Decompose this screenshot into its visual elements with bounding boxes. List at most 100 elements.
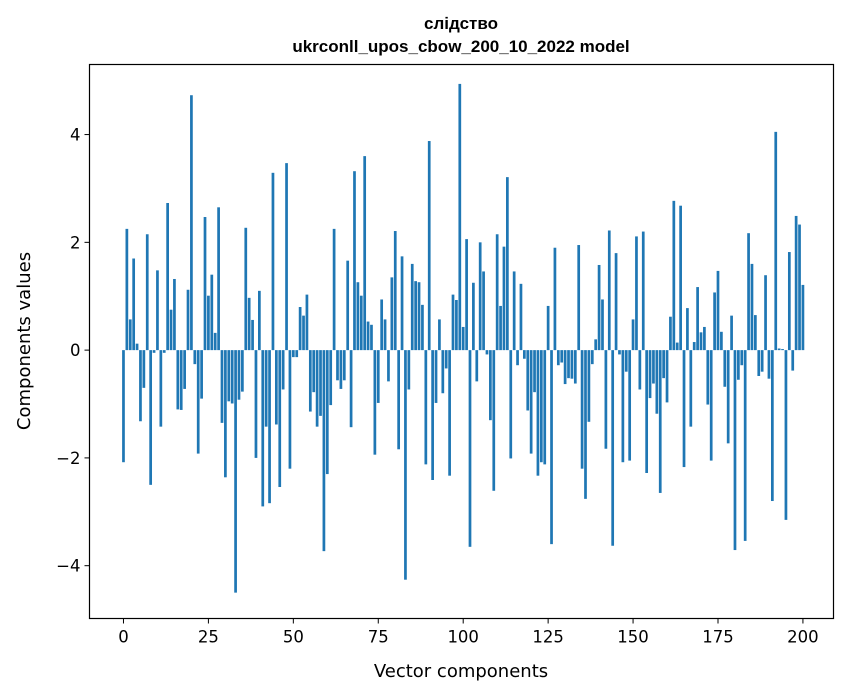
- bar-71: [363, 156, 367, 351]
- bar-182: [740, 350, 744, 366]
- bar-151: [635, 236, 638, 351]
- bar-188: [760, 350, 764, 372]
- bar-6: [142, 350, 146, 388]
- bar-2: [128, 319, 132, 351]
- bar-114: [509, 350, 513, 459]
- bar-22: [196, 350, 200, 454]
- bar-39: [254, 350, 258, 458]
- bar-112: [502, 246, 506, 351]
- bar-198: [794, 215, 798, 351]
- bar-113: [506, 177, 509, 351]
- bar-153: [641, 231, 645, 351]
- bar-37: [247, 297, 251, 351]
- bar-180: [733, 350, 737, 551]
- bar-143: [607, 230, 611, 351]
- bar-27: [213, 332, 217, 351]
- bar-91: [431, 350, 434, 480]
- bar-126: [550, 350, 553, 545]
- bar-123: [539, 350, 543, 463]
- bar-99: [458, 83, 462, 351]
- x-tick-label: 50: [283, 628, 304, 647]
- bar-29: [220, 350, 224, 423]
- bar-40: [258, 290, 261, 351]
- bar-177: [723, 350, 727, 387]
- bar-15: [173, 278, 176, 351]
- bar-140: [597, 264, 601, 351]
- bar-54: [305, 294, 309, 351]
- bar-96: [448, 350, 451, 476]
- bar-18: [183, 350, 186, 389]
- bar-90: [427, 141, 431, 351]
- bar-141: [601, 299, 604, 351]
- bar-163: [675, 342, 679, 351]
- chart-title: слідство: [424, 14, 498, 33]
- y-tick-label: 2: [70, 233, 81, 252]
- bar-115: [512, 271, 516, 351]
- x-tick-label: 175: [702, 628, 734, 647]
- x-axis-label: Vector components: [374, 661, 548, 682]
- bar-41: [261, 350, 265, 507]
- bar-76: [380, 299, 384, 351]
- bar-122: [536, 350, 540, 476]
- bar-61: [329, 350, 333, 406]
- bar-195: [784, 350, 788, 520]
- bar-145: [614, 253, 618, 351]
- bar-34: [237, 350, 241, 400]
- y-axis-ticks: −4 −2 0 2 4: [56, 126, 90, 576]
- bar-187: [757, 350, 761, 376]
- bar-199: [798, 224, 801, 351]
- bar-83: [404, 350, 407, 580]
- bar-44: [271, 172, 275, 351]
- bar-200: [801, 284, 805, 351]
- bar-138: [590, 350, 594, 365]
- bar-16: [176, 350, 180, 410]
- bar-57: [315, 350, 319, 427]
- bar-89: [424, 350, 428, 465]
- y-tick-label: 0: [70, 341, 81, 360]
- bar-165: [682, 350, 686, 468]
- bar-3: [132, 258, 136, 351]
- bar-1: [125, 228, 129, 351]
- bar-8: [149, 350, 153, 485]
- bar-20: [190, 95, 193, 351]
- bar-81: [397, 350, 401, 450]
- bar-87: [417, 282, 421, 351]
- bar-189: [764, 275, 767, 351]
- bar-101: [465, 239, 468, 351]
- bar-171: [703, 326, 706, 351]
- bar-23: [200, 350, 203, 399]
- bar-175: [716, 270, 720, 351]
- bar-169: [696, 287, 699, 351]
- bar-142: [604, 350, 608, 449]
- bar-178: [726, 350, 730, 444]
- bar-95: [444, 350, 448, 369]
- y-tick-label: −4: [56, 557, 80, 576]
- bar-58: [319, 350, 322, 416]
- bar-120: [529, 350, 533, 454]
- bar-38: [251, 319, 254, 351]
- bar-117: [519, 283, 523, 351]
- bar-183: [743, 350, 747, 541]
- bar-160: [665, 350, 669, 403]
- x-tick-label: 0: [118, 628, 129, 647]
- x-tick-label: 150: [617, 628, 649, 647]
- bar-5: [139, 350, 142, 422]
- bar-133: [573, 350, 577, 384]
- bar-82: [400, 256, 404, 351]
- bar-51: [295, 350, 299, 358]
- bar-14: [169, 309, 173, 351]
- bar-131: [567, 350, 570, 379]
- bars-group: [122, 83, 805, 593]
- bar-170: [699, 332, 703, 351]
- bar-152: [638, 350, 642, 390]
- bar-48: [285, 163, 288, 351]
- bar-74: [373, 350, 377, 455]
- bar-121: [533, 350, 536, 393]
- bar-35: [241, 350, 244, 392]
- bar-159: [662, 350, 665, 379]
- bar-156: [652, 350, 655, 384]
- bar-136: [584, 350, 587, 499]
- bar-80: [393, 231, 397, 351]
- bar-173: [709, 350, 713, 461]
- bar-45: [274, 350, 278, 425]
